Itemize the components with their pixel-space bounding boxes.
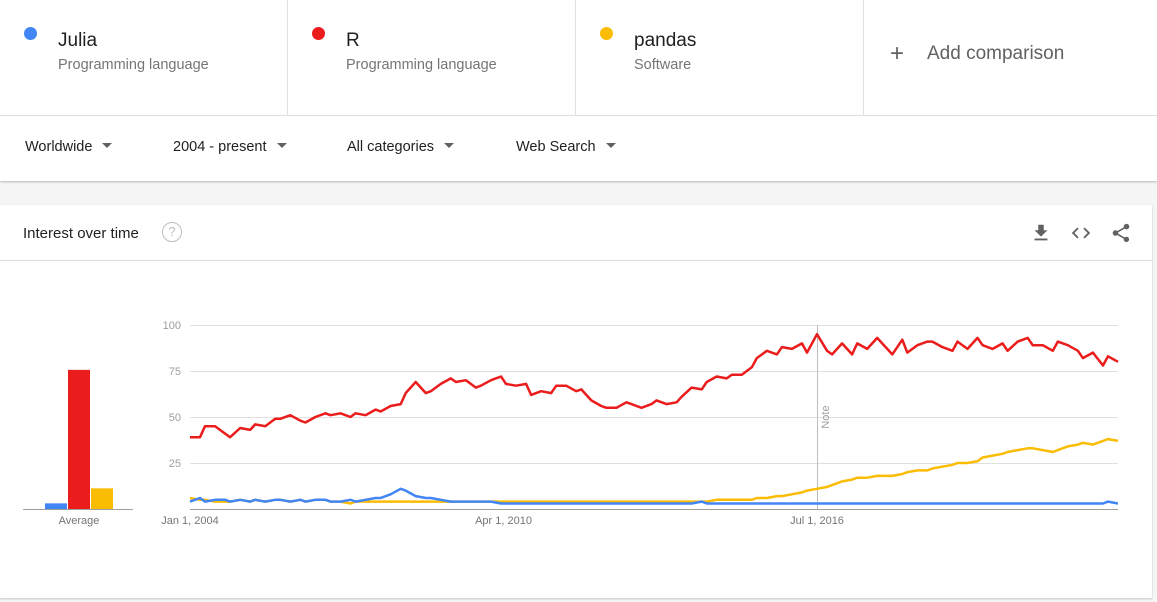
filters-bar: Worldwide 2004 - present All categories … — [0, 116, 1157, 181]
pandas-color-dot — [600, 27, 613, 40]
category-value: All categories — [347, 139, 435, 155]
dropdown-arrow-icon — [605, 142, 616, 148]
julia-color-dot — [24, 27, 37, 40]
download-icon[interactable] — [1030, 222, 1052, 244]
term-r[interactable]: R Programming language — [288, 0, 576, 115]
series-line-julia — [189, 487, 1119, 505]
embed-icon[interactable] — [1070, 222, 1092, 244]
term-name: Julia — [58, 30, 98, 51]
y-tick-label: 75 — [169, 366, 181, 378]
help-icon[interactable]: ? — [162, 222, 182, 242]
y-tick-label: 100 — [163, 320, 181, 332]
comparison-header: Julia Programming language R Programming… — [0, 0, 1157, 181]
r-color-dot — [312, 27, 325, 40]
region-dropdown[interactable]: Worldwide — [25, 139, 113, 155]
add-comparison-label: Add comparison — [927, 43, 1065, 64]
dropdown-arrow-icon — [444, 142, 455, 148]
term-pandas[interactable]: pandas Software — [576, 0, 864, 115]
note-label: Note — [820, 405, 832, 428]
series-line-r — [190, 332, 1119, 439]
dropdown-arrow-icon — [276, 142, 287, 148]
x-tick-label: Jan 1, 2004 — [161, 515, 219, 527]
interest-chart: Average 25 50 75 100 Jan 1, 2004 Apr 1, 2010 Ju… — [23, 320, 1119, 527]
term-type: Software — [634, 57, 692, 73]
time-range-value: 2004 - present — [173, 139, 267, 155]
share-icon[interactable] — [1110, 222, 1132, 244]
plus-icon: + — [890, 40, 905, 67]
x-tick-label: Apr 1, 2010 — [475, 515, 532, 527]
x-tick-label: Jul 1, 2016 — [790, 515, 844, 527]
average-bar-pandas — [91, 488, 113, 509]
interest-over-time-card: Interest over time ? Average 25 50 75 100 Jan… — [0, 205, 1152, 598]
average-bar-r — [68, 369, 90, 509]
term-name: R — [346, 30, 360, 51]
average-bar-julia — [45, 503, 67, 509]
term-type: Programming language — [346, 57, 497, 73]
search-type-value: Web Search — [516, 139, 596, 155]
time-range-dropdown[interactable]: 2004 - present — [173, 139, 287, 155]
region-value: Worldwide — [25, 139, 93, 155]
dropdown-arrow-icon — [102, 142, 113, 148]
term-name: pandas — [634, 30, 697, 51]
y-tick-label: 50 — [169, 412, 181, 424]
add-comparison-button[interactable]: + Add comparison — [864, 0, 1157, 115]
y-tick-label: 25 — [169, 458, 181, 470]
card-header: Interest over time ? — [0, 205, 1152, 261]
card-title: Interest over time — [23, 225, 139, 242]
average-label: Average — [59, 515, 100, 527]
term-type: Programming language — [58, 57, 209, 73]
term-julia[interactable]: Julia Programming language — [0, 0, 288, 115]
category-dropdown[interactable]: All categories — [347, 139, 455, 155]
series-line-pandas — [189, 437, 1119, 505]
terms-row: Julia Programming language R Programming… — [0, 0, 1157, 116]
search-type-dropdown[interactable]: Web Search — [516, 139, 616, 155]
